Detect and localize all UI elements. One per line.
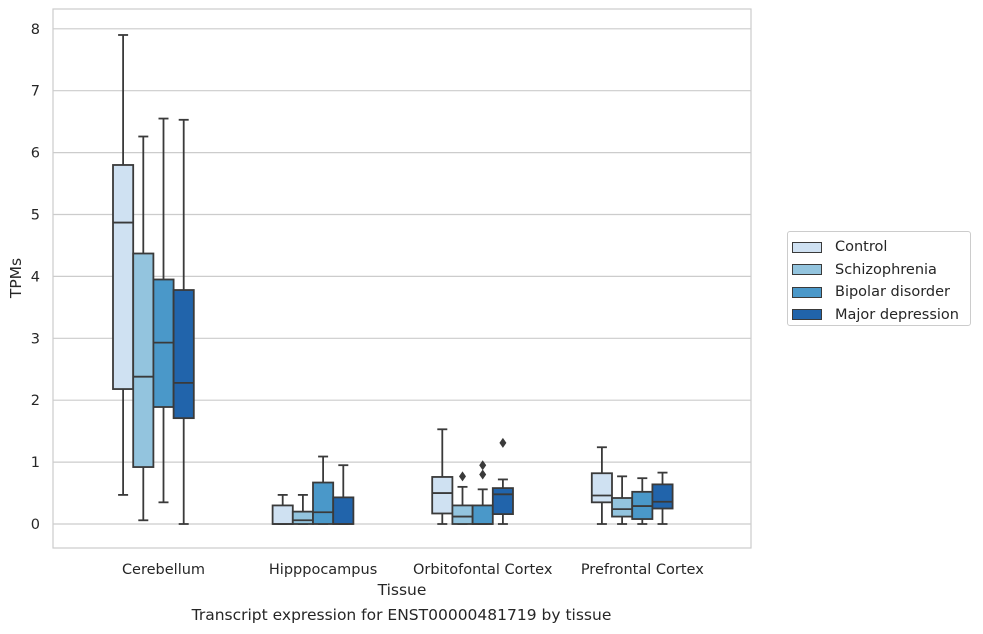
box-group bbox=[491, 437, 514, 525]
x-tick-label: Cerebellum bbox=[122, 562, 205, 578]
plot-frame bbox=[52, 8, 752, 549]
legend-label: Schizophrenia bbox=[835, 261, 937, 278]
box-group bbox=[332, 464, 355, 525]
y-tick-label: 1 bbox=[31, 455, 40, 471]
box-iqr bbox=[332, 496, 355, 525]
box-group bbox=[132, 135, 155, 522]
box-layer bbox=[112, 34, 674, 525]
box-group bbox=[451, 471, 474, 525]
x-axis-label: Tissue bbox=[377, 581, 427, 599]
legend-item-bipolar-disorder: Bipolar disorder bbox=[792, 281, 970, 304]
y-tick-label: 6 bbox=[31, 146, 40, 162]
box-iqr bbox=[651, 483, 674, 510]
y-tick-label: 2 bbox=[31, 393, 40, 409]
box-iqr bbox=[611, 497, 634, 518]
legend: Control Schizophrenia Bipolar disorder M… bbox=[787, 231, 971, 326]
legend-item-control: Control bbox=[792, 236, 970, 259]
legend-swatch bbox=[792, 309, 822, 321]
y-tick-labels: 0 1 2 3 4 5 6 7 8 bbox=[31, 22, 40, 533]
box-group bbox=[172, 118, 195, 525]
legend-label: Bipolar disorder bbox=[835, 284, 950, 301]
box-iqr bbox=[431, 476, 454, 515]
y-tick-label: 8 bbox=[31, 22, 40, 38]
legend-swatch bbox=[792, 241, 822, 253]
outlier-point bbox=[459, 471, 466, 482]
box-group bbox=[471, 460, 494, 525]
legend-swatch bbox=[792, 286, 822, 298]
box-iqr bbox=[291, 510, 314, 525]
box-iqr bbox=[271, 504, 294, 525]
outlier-point bbox=[479, 469, 487, 480]
figure-caption: Transcript expression for ENST0000048171… bbox=[191, 606, 612, 624]
box-group bbox=[291, 494, 314, 525]
legend-item-major-depression: Major depression bbox=[792, 304, 970, 327]
x-tick-label: Prefrontal Cortex bbox=[581, 562, 704, 578]
box-group bbox=[651, 471, 674, 525]
legend-swatch bbox=[792, 264, 822, 276]
box-group bbox=[611, 475, 634, 525]
box-group bbox=[590, 446, 613, 525]
box-iqr bbox=[471, 504, 494, 525]
box-iqr bbox=[172, 289, 195, 420]
outlier-point bbox=[479, 460, 487, 471]
y-tick-label: 7 bbox=[31, 84, 40, 100]
box-group bbox=[112, 34, 135, 496]
box-group bbox=[271, 494, 294, 525]
box-iqr bbox=[132, 252, 155, 468]
box-iqr bbox=[590, 472, 613, 504]
outlier-point bbox=[499, 437, 507, 448]
y-tick-label: 4 bbox=[31, 269, 40, 285]
box-iqr bbox=[112, 164, 135, 390]
box-iqr bbox=[491, 487, 514, 515]
grid-lines bbox=[53, 28, 751, 525]
legend-label: Major depression bbox=[835, 306, 959, 323]
x-tick-label: Hipppocampus bbox=[269, 562, 377, 578]
legend-label: Control bbox=[835, 239, 888, 256]
x-tick-labels: Cerebellum Hipppocampus Orbitofontal Corte… bbox=[122, 562, 704, 578]
y-tick-label: 3 bbox=[31, 331, 40, 347]
box-group bbox=[152, 117, 175, 504]
y-axis-label: TPMs bbox=[7, 258, 25, 299]
y-tick-label: 5 bbox=[31, 208, 40, 224]
y-tick-label: 0 bbox=[31, 517, 40, 533]
box-iqr bbox=[312, 481, 335, 525]
box-group bbox=[431, 428, 454, 525]
legend-item-schizophrenia: Schizophrenia bbox=[792, 259, 970, 282]
box-group bbox=[312, 455, 335, 525]
box-group bbox=[631, 477, 654, 525]
box-iqr bbox=[451, 504, 474, 525]
x-tick-label: Orbitofontal Cortex bbox=[413, 562, 553, 578]
